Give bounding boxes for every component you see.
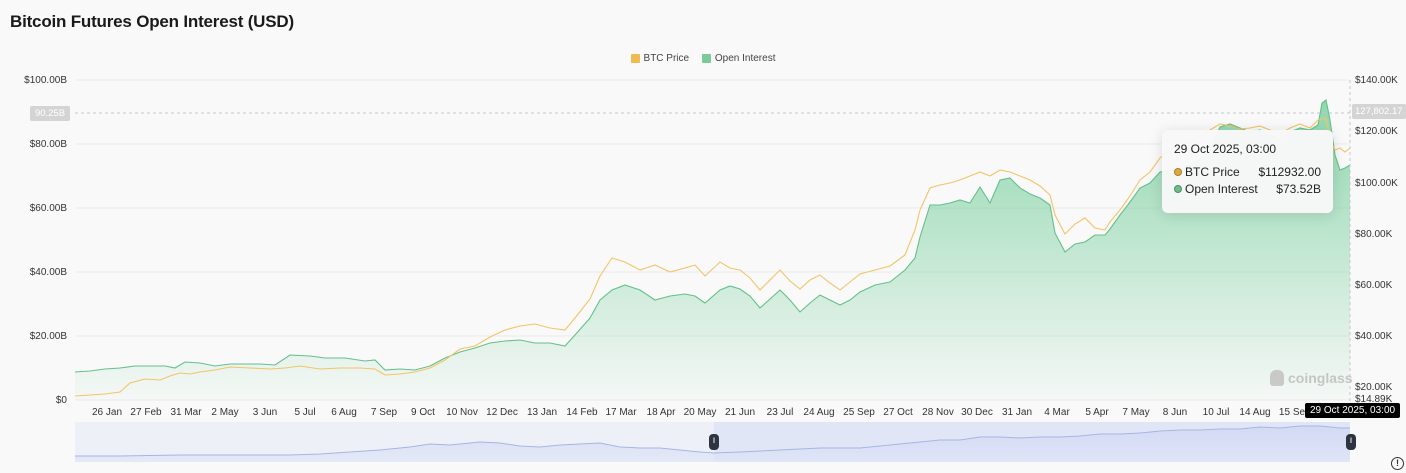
tooltip-label: BTC Price xyxy=(1185,165,1240,179)
x-tick: 31 Mar xyxy=(170,407,202,418)
x-crosshair-label: 29 Oct 2025, 03:00 xyxy=(1305,403,1401,418)
y-right-tick: $60.00K xyxy=(1355,280,1393,291)
x-tick: 6 Aug xyxy=(331,407,357,418)
y-left-tick: $80.00B xyxy=(29,139,67,150)
navigator-left-handle[interactable]: ‖ xyxy=(709,434,719,450)
x-tick: 2 May xyxy=(211,407,239,418)
x-tick: 10 Jul xyxy=(1202,407,1230,418)
x-tick: 28 Nov xyxy=(922,407,954,418)
x-tick: 21 Jun xyxy=(724,407,756,418)
x-tick: 24 Aug xyxy=(803,407,835,418)
y-left-tick: $100.00B xyxy=(24,75,67,86)
legend-item-open-interest[interactable]: Open Interest xyxy=(701,53,776,64)
x-tick: 9 Oct xyxy=(411,407,435,418)
legend-label: BTC Price xyxy=(643,53,690,64)
y-right-tick: $14.89K xyxy=(1355,394,1393,405)
navigator-right-handle[interactable]: ‖ xyxy=(1346,434,1356,450)
x-tick: 5 Apr xyxy=(1085,407,1109,418)
x-tick: 27 Oct xyxy=(883,407,913,418)
y-right-tick: $80.00K xyxy=(1355,229,1393,240)
y-left-tick: $60.00B xyxy=(29,203,67,214)
watermark-text: coinglass xyxy=(1288,370,1353,386)
legend-label: Open Interest xyxy=(714,53,776,64)
open-interest-area xyxy=(75,100,1350,400)
chart-settings-icon[interactable]: ! xyxy=(1391,457,1404,470)
coinglass-logo-icon xyxy=(1270,370,1284,386)
btc-price-swatch-icon xyxy=(630,54,640,63)
x-tick: 8 Jun xyxy=(1162,407,1188,418)
y-right-tick: $140.00K xyxy=(1355,75,1398,86)
x-tick: 7 Sep xyxy=(370,407,398,418)
x-tick: 27 Feb xyxy=(130,407,162,418)
tooltip-row-btc-price: BTC Price $112932.00 xyxy=(1174,165,1321,179)
x-tick: 26 Jan xyxy=(91,407,123,418)
coinglass-watermark: coinglass xyxy=(1270,370,1353,386)
y-left-tick: $0 xyxy=(55,395,67,406)
x-tick: 20 May xyxy=(683,407,717,418)
btc-price-dot-icon xyxy=(1174,168,1182,176)
tooltip-row-open-interest: Open Interest $73.52B xyxy=(1174,182,1321,196)
y-left-tick: $20.00B xyxy=(29,331,67,342)
x-tick: 13 Jan xyxy=(526,407,558,418)
open-interest-dot-icon xyxy=(1174,185,1182,193)
legend-item-btc-price[interactable]: BTC Price xyxy=(630,53,690,64)
navigator-series-area xyxy=(75,426,1350,462)
x-tick: 17 Mar xyxy=(605,407,637,418)
tooltip-value: $73.52B xyxy=(1276,182,1321,196)
x-tick: 7 May xyxy=(1122,407,1150,418)
x-tick: 23 Jul xyxy=(766,407,794,418)
chart-tooltip: 29 Oct 2025, 03:00 BTC Price $112932.00 … xyxy=(1162,130,1333,213)
x-tick: 15 Se xyxy=(1278,407,1306,418)
y-right-tick: $40.00K xyxy=(1355,331,1393,342)
x-tick: 4 Mar xyxy=(1044,407,1070,418)
x-tick: 30 Dec xyxy=(961,407,993,418)
open-interest-swatch-icon xyxy=(701,54,711,63)
x-tick: 14 Aug xyxy=(1239,407,1271,418)
x-tick: 18 Apr xyxy=(646,407,676,418)
y-right-tick: $20.00K xyxy=(1355,382,1393,393)
tooltip-value: $112932.00 xyxy=(1258,165,1321,179)
y-right-tick: $100.00K xyxy=(1355,178,1398,189)
x-tick: 3 Jun xyxy=(252,407,278,418)
y-left-tick: $40.00B xyxy=(29,267,67,278)
x-tick: 25 Sep xyxy=(843,407,875,418)
tooltip-label: Open Interest xyxy=(1185,182,1258,196)
y-left-crosshair-value: 90.25B xyxy=(30,106,70,121)
x-tick: 5 Jul xyxy=(294,407,316,418)
page-title: Bitcoin Futures Open Interest (USD) xyxy=(10,12,294,31)
x-tick: 14 Feb xyxy=(566,407,598,418)
y-right-tick: $120.00K xyxy=(1355,126,1398,137)
x-tick: 12 Dec xyxy=(486,407,518,418)
tooltip-date: 29 Oct 2025, 03:00 xyxy=(1174,142,1277,156)
navigator-series-line xyxy=(75,425,1350,457)
y-right-crosshair-value: 127,802.17 xyxy=(1352,104,1406,119)
x-tick: 10 Nov xyxy=(446,407,478,418)
x-tick: 31 Jan xyxy=(1001,407,1033,418)
chart-legend: BTC Price Open Interest xyxy=(0,53,1406,66)
